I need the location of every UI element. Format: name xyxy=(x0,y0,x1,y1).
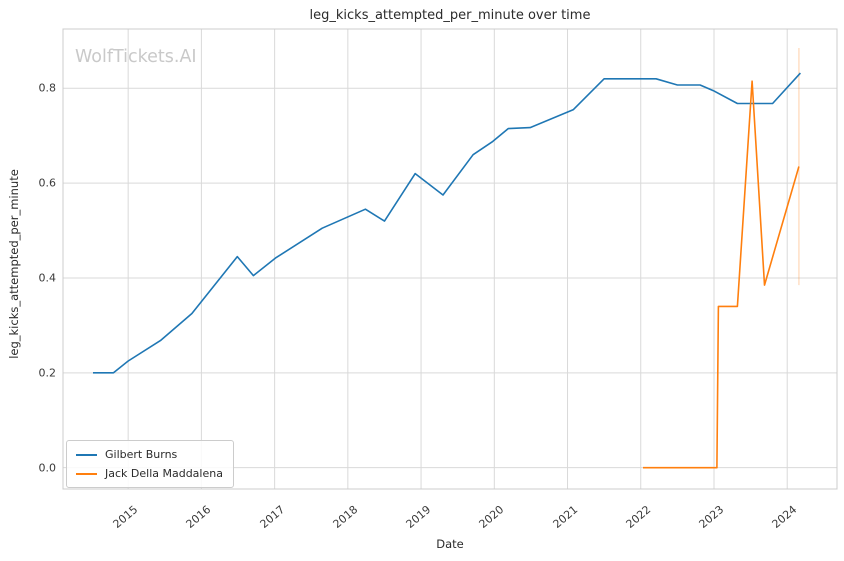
legend-item: Gilbert Burns xyxy=(76,448,223,461)
legend-line-icon xyxy=(76,472,97,475)
data-series xyxy=(93,72,801,469)
x-axis-label: Date xyxy=(436,537,464,551)
y-tick-label: 0.2 xyxy=(38,366,57,380)
chart-title: leg_kicks_attempted_per_minute over time xyxy=(309,8,591,23)
legend-item: Jack Della Maddalena xyxy=(76,467,223,480)
watermark: WolfTickets.AI xyxy=(75,47,197,67)
y-tick-label: 0.0 xyxy=(38,461,57,475)
legend-line-icon xyxy=(76,453,97,456)
y-tick-label: 0.6 xyxy=(38,176,57,190)
y-tick-label: 0.4 xyxy=(38,271,57,285)
y-tick-label: 0.8 xyxy=(38,81,57,95)
legend: Gilbert Burns Jack Della Maddalena xyxy=(66,440,234,488)
series-line-jack-della-maddalena xyxy=(643,80,800,469)
series-line-gilbert-burns xyxy=(93,72,801,374)
y-axis-label: leg_kicks_attempted_per_minute xyxy=(7,169,21,359)
legend-label: Gilbert Burns xyxy=(105,448,178,461)
plot-border xyxy=(62,28,838,490)
gridlines xyxy=(63,29,837,489)
legend-label: Jack Della Maddalena xyxy=(105,467,223,480)
